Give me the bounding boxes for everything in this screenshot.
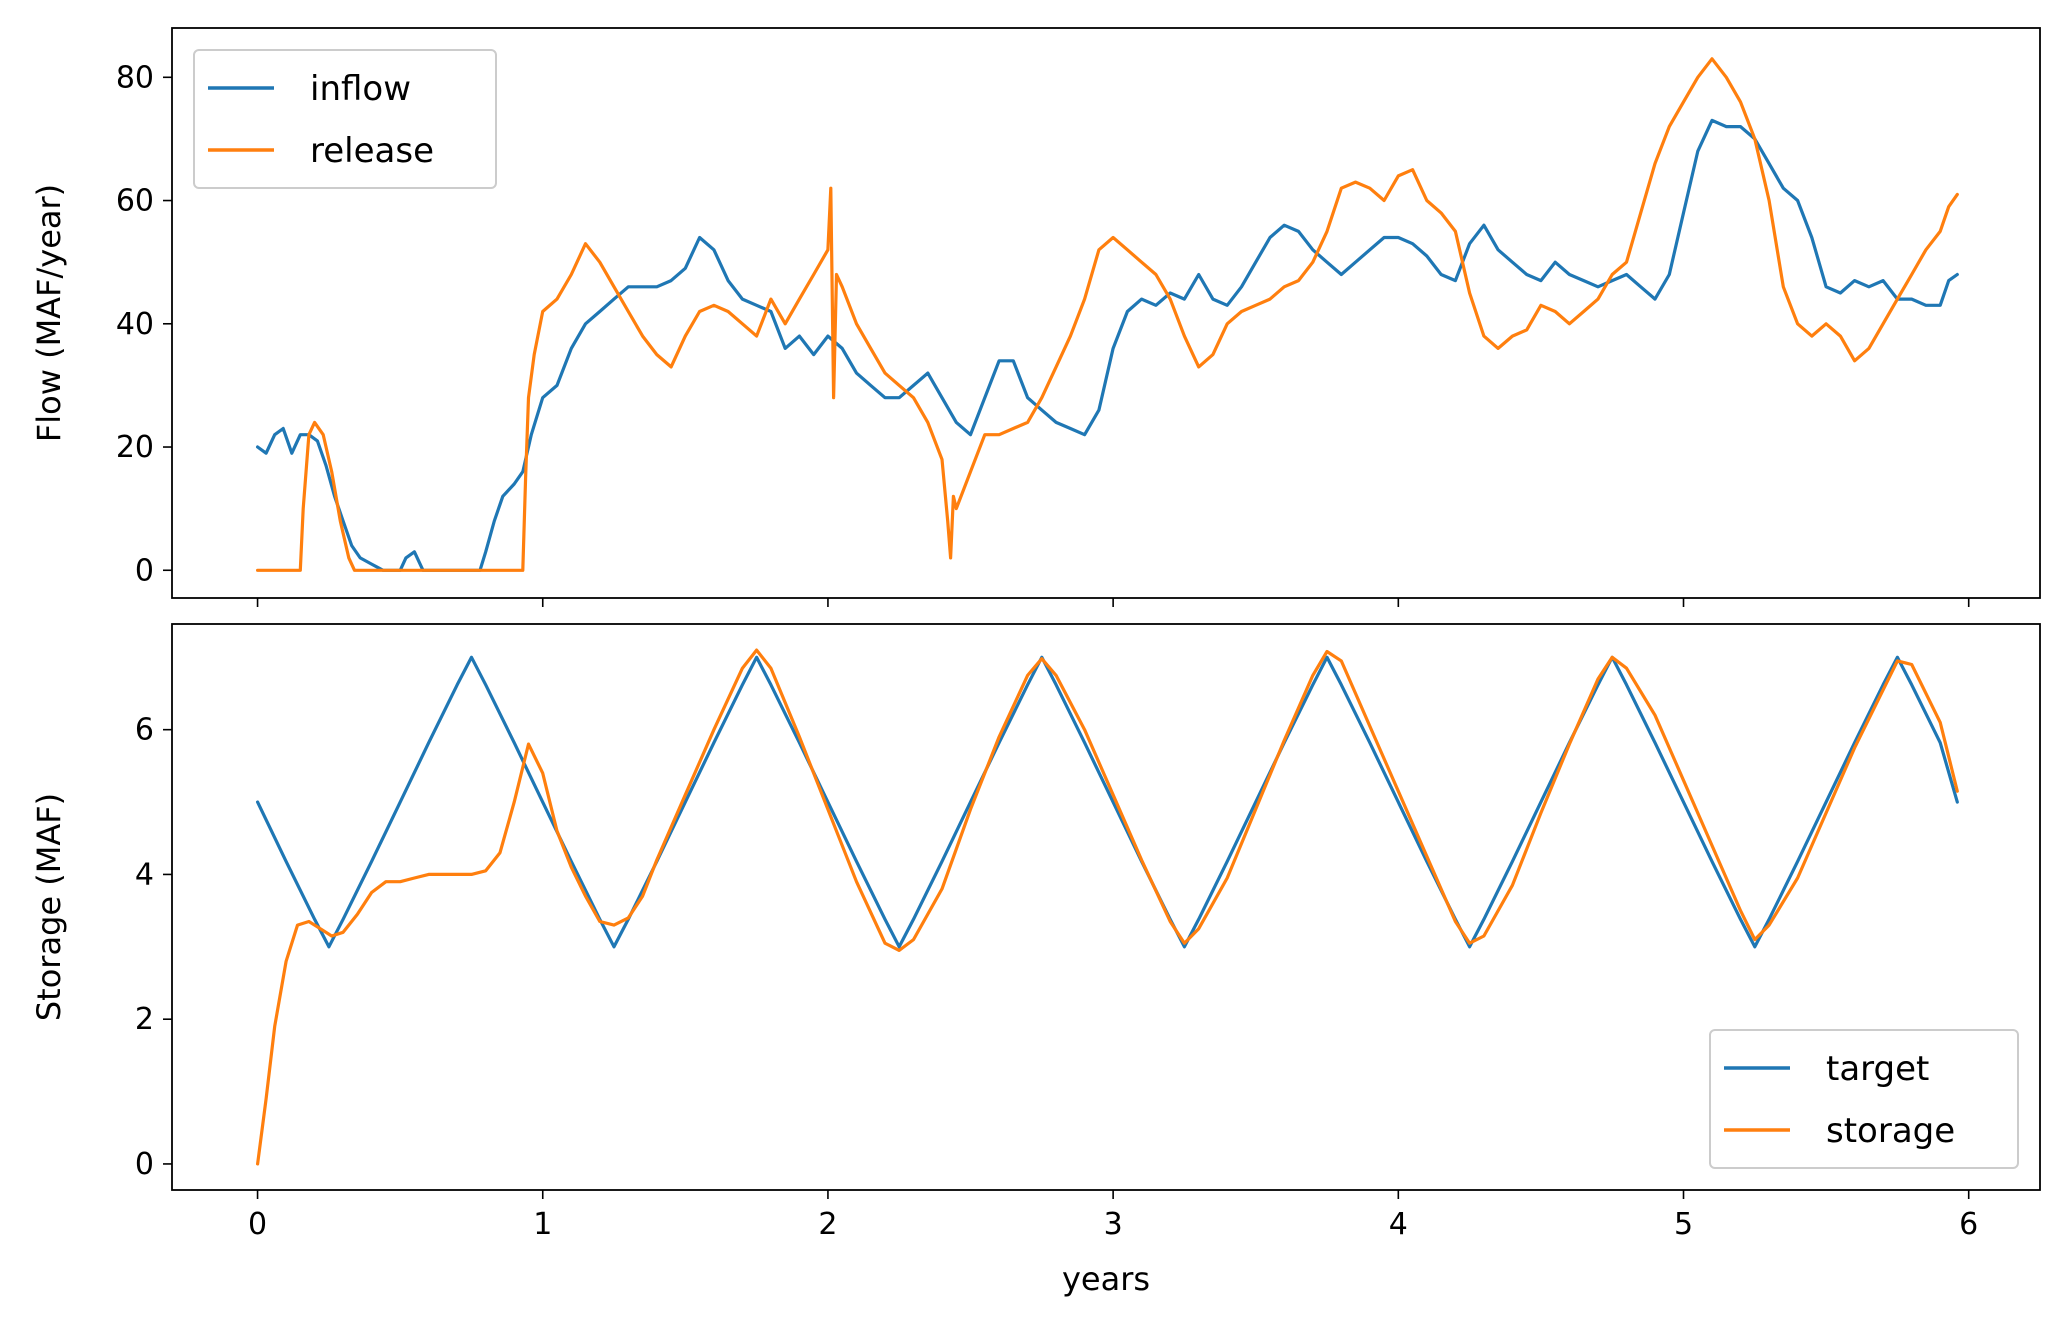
series-line-storage [256, 648, 1959, 1166]
x-tick-label: 1 [533, 1207, 552, 1242]
y-axis-label: Storage (MAF) [30, 793, 68, 1021]
legend-box [1709, 1029, 2019, 1169]
x-tick-label: 0 [248, 1207, 267, 1242]
axes-frame [171, 27, 2041, 599]
y-tick-label: 4 [135, 857, 154, 892]
legend-label-inflow: inflow [310, 69, 411, 109]
axes-frame [171, 623, 2041, 1191]
legend-label-storage: storage [1826, 1111, 1955, 1151]
legend-box [193, 49, 497, 189]
legend-label-release: release [310, 131, 434, 171]
x-tick-label: 5 [1674, 1207, 1693, 1242]
storage-panel: 0 1 2 3 4 5 6 0 2 4 6 Storage (MAF) years target stora… [30, 623, 2041, 1298]
y-tick-label: 2 [135, 1002, 154, 1037]
y-tick-label: 20 [116, 430, 154, 465]
y-tick-label: 0 [135, 553, 154, 588]
x-axis-label: years [1062, 1260, 1150, 1298]
x-tick-label: 2 [818, 1207, 837, 1242]
y-tick-label: 60 [116, 184, 154, 219]
y-tick-label: 40 [116, 307, 154, 342]
legend-label-target: target [1826, 1049, 1929, 1089]
y-tick-label: 0 [135, 1147, 154, 1182]
x-tick-label: 6 [1959, 1207, 1978, 1242]
y-tick-label: 80 [116, 60, 154, 95]
x-tick-label: 3 [1104, 1207, 1123, 1242]
series-line-release [256, 57, 1959, 572]
series-line-target [256, 655, 1959, 949]
flow-panel: 0 20 40 60 80 Flow (MAF/year) inflow release [30, 27, 2041, 607]
y-axis-label: Flow (MAF/year) [30, 184, 68, 442]
x-tick-label: 4 [1389, 1207, 1408, 1242]
y-tick-label: 6 [135, 713, 154, 748]
